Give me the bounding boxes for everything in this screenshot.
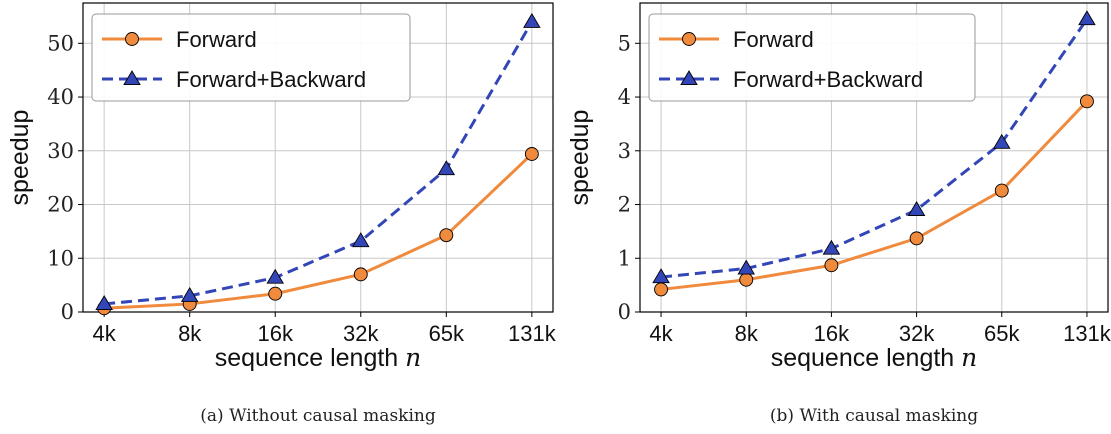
data-point bbox=[824, 258, 839, 273]
data-point bbox=[1079, 94, 1094, 109]
data-point bbox=[822, 239, 841, 255]
data-point bbox=[1078, 10, 1096, 26]
y-tick-label: 4 bbox=[618, 85, 631, 109]
series-forward-backward bbox=[652, 10, 1096, 284]
series-line bbox=[660, 18, 1089, 279]
x-tick-label: 131k bbox=[508, 321, 557, 346]
x-tick-label: 8k bbox=[178, 321, 202, 346]
data-point bbox=[992, 133, 1011, 149]
data-point bbox=[523, 12, 541, 28]
legend-frame bbox=[91, 13, 411, 102]
data-point bbox=[439, 228, 454, 243]
x-axis-label: sequence length n bbox=[215, 343, 422, 372]
legend-label: Forward bbox=[733, 27, 814, 52]
data-point bbox=[739, 272, 754, 287]
legend-marker bbox=[680, 70, 698, 86]
data-point bbox=[268, 286, 283, 301]
x-tick-label: 32k bbox=[343, 321, 379, 346]
chart-panel-a: 0 10 20 30 40 50 4k 8k 16k 32k 65k 131k sequence len… bbox=[6, 2, 557, 426]
plot-frame bbox=[639, 2, 1109, 313]
x-tick-label: 16k bbox=[257, 321, 293, 346]
x-tick-label: 32k bbox=[899, 321, 935, 346]
data-point bbox=[654, 282, 669, 297]
series-forward-backward bbox=[95, 12, 541, 310]
legend-marker bbox=[682, 32, 696, 46]
legend-label: Forward+Backward bbox=[733, 67, 923, 92]
x-tick-label: 16k bbox=[814, 321, 850, 346]
data-point bbox=[652, 268, 670, 284]
x-tick-label: 8k bbox=[735, 321, 759, 346]
series-forward bbox=[97, 147, 539, 316]
data-point bbox=[907, 201, 926, 216]
y-axis-label: speedup bbox=[6, 110, 34, 206]
legend-label: Forward bbox=[176, 27, 257, 52]
y-tick-label: 1 bbox=[618, 246, 631, 270]
x-tick-label: 65k bbox=[984, 321, 1020, 346]
caption: (b) With causal masking bbox=[770, 406, 978, 426]
data-point bbox=[437, 160, 456, 176]
y-axis-label: speedup bbox=[566, 110, 594, 206]
data-point bbox=[994, 183, 1009, 198]
data-point bbox=[266, 268, 285, 284]
y-tick-label: 3 bbox=[618, 139, 631, 163]
legend-marker bbox=[123, 70, 141, 86]
y-tick-label: 50 bbox=[47, 31, 74, 55]
legend: Forward Forward+Backward bbox=[648, 13, 976, 102]
data-point bbox=[353, 267, 368, 282]
chart-panel-b: 0 1 2 3 4 5 4k 8k 16k 32k 65k 131k sequence length n… bbox=[566, 2, 1111, 426]
series-line bbox=[104, 152, 533, 310]
legend-label: Forward+Backward bbox=[176, 67, 366, 92]
y-tick-label: 10 bbox=[47, 246, 74, 270]
y-tick-label: 0 bbox=[618, 300, 631, 324]
legend: Forward Forward+Backward bbox=[91, 13, 411, 102]
x-tick-label: 65k bbox=[429, 321, 465, 346]
x-tick-label: 4k bbox=[649, 321, 673, 346]
y-tick-label: 30 bbox=[47, 139, 74, 163]
data-point bbox=[351, 232, 370, 248]
y-tick-label: 5 bbox=[618, 31, 631, 55]
legend-frame bbox=[648, 13, 976, 102]
series-line bbox=[104, 21, 534, 306]
x-axis-label: sequence length n bbox=[771, 343, 978, 372]
data-point bbox=[737, 259, 756, 275]
series-forward bbox=[654, 94, 1094, 297]
series-line bbox=[660, 100, 1089, 291]
data-point bbox=[180, 286, 199, 302]
legend-marker bbox=[125, 32, 139, 46]
y-tick-label: 0 bbox=[61, 300, 74, 324]
data-point bbox=[95, 295, 113, 310]
data-point bbox=[909, 231, 924, 246]
x-tick-label: 131k bbox=[1063, 321, 1111, 346]
y-tick-label: 40 bbox=[47, 85, 74, 109]
x-tick-label: 4k bbox=[93, 321, 117, 346]
plot-frame bbox=[82, 2, 554, 313]
caption: (a) Without causal masking bbox=[200, 406, 436, 426]
y-tick-label: 2 bbox=[618, 193, 631, 217]
data-point bbox=[524, 147, 539, 161]
y-tick-label: 20 bbox=[47, 193, 74, 217]
